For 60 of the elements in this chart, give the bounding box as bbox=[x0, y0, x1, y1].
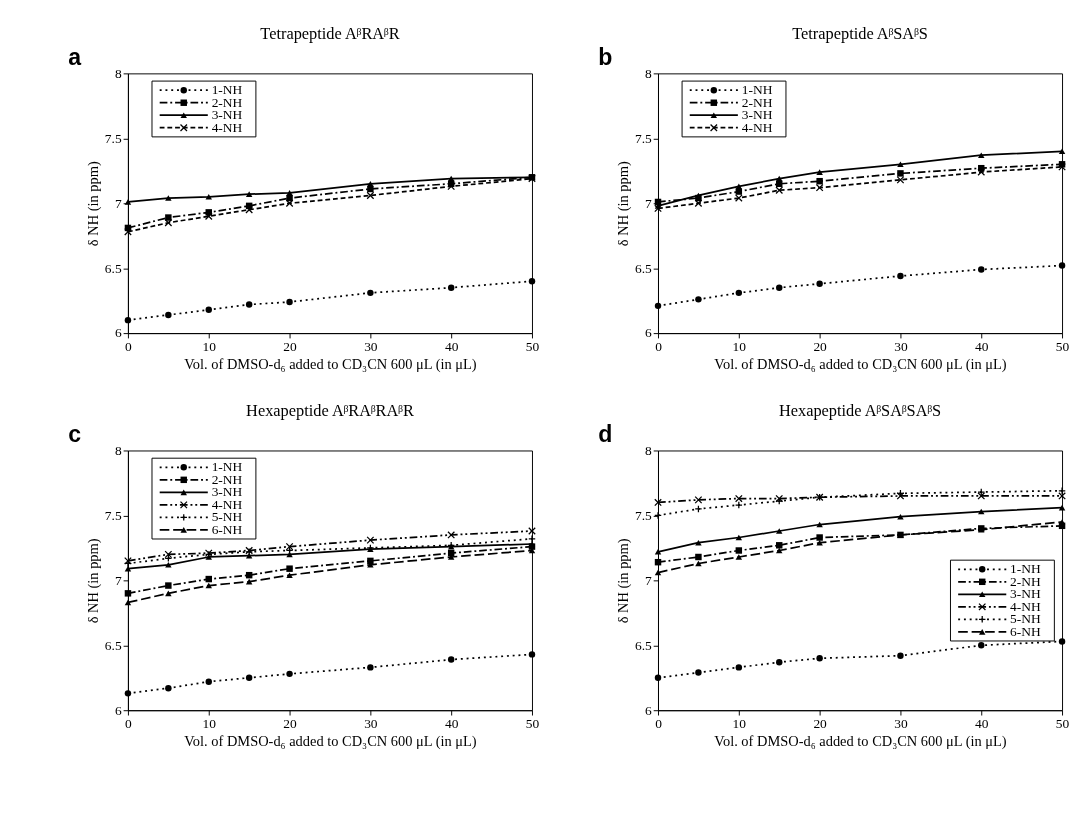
y-tick-label: 6.5 bbox=[104, 637, 122, 653]
x-tick-label: 40 bbox=[975, 716, 989, 732]
chart-title: Tetrapeptide AᵝRAᵝR bbox=[260, 23, 400, 43]
x-tick-label: 30 bbox=[894, 716, 908, 732]
y-tick-label: 6 bbox=[645, 325, 653, 341]
text: d bbox=[598, 420, 613, 447]
x-tick-label: 40 bbox=[444, 338, 459, 354]
y-tick-label: 8 bbox=[645, 442, 653, 458]
y-tick-label: 7 bbox=[645, 572, 653, 588]
y-tick-label: 6 bbox=[114, 702, 122, 718]
text: b bbox=[598, 43, 613, 70]
text: c bbox=[68, 420, 82, 447]
y-axis-title: δ NH (in ppm) bbox=[615, 161, 633, 247]
text: a bbox=[68, 43, 82, 70]
x-tick-label: 10 bbox=[732, 338, 747, 354]
y-tick-label: 7 bbox=[114, 572, 122, 588]
x-axis-title: Vol. of DMSO-d₆ added to CD₃CN 600 μL (in μL) bbox=[714, 356, 1007, 374]
y-tick-label: 8 bbox=[114, 65, 122, 81]
x-tick-label: 30 bbox=[364, 716, 378, 732]
x-tick-label: 20 bbox=[283, 716, 298, 732]
x-axis-title: Vol. of DMSO-d₆ added to CD₃CN 600 μL (in μL) bbox=[714, 733, 1007, 751]
y-axis-title: δ NH (in ppm) bbox=[85, 538, 103, 624]
y-tick-label: 6.5 bbox=[634, 637, 653, 653]
x-tick-label: 0 bbox=[125, 338, 133, 354]
x-tick-label: 20 bbox=[813, 716, 828, 732]
y-tick-label: 8 bbox=[114, 442, 122, 458]
y-axis-title: δ NH (in ppm) bbox=[615, 538, 633, 624]
x-tick-label: 50 bbox=[1055, 716, 1070, 732]
x-tick-label: 0 bbox=[655, 716, 663, 732]
x-tick-label: 20 bbox=[813, 338, 828, 354]
x-tick-label: 20 bbox=[283, 338, 298, 354]
y-tick-label: 6.5 bbox=[104, 260, 122, 276]
y-tick-label: 7.5 bbox=[104, 130, 122, 146]
x-tick-label: 30 bbox=[364, 338, 378, 354]
y-tick-label: 7.5 bbox=[634, 507, 653, 523]
y-axis-title: δ NH (in ppm) bbox=[85, 161, 103, 247]
y-tick-label: 7 bbox=[645, 195, 653, 211]
chart-title: Hexapeptide AᵝRAᵝRAᵝR bbox=[246, 400, 414, 420]
x-tick-label: 50 bbox=[525, 716, 540, 732]
y-tick-label: 6 bbox=[114, 325, 122, 341]
y-tick-label: 6.5 bbox=[634, 260, 653, 276]
y-tick-label: 6 bbox=[645, 702, 653, 718]
x-tick-label: 10 bbox=[202, 338, 217, 354]
y-tick-label: 7 bbox=[114, 195, 122, 211]
y-tick-label: 7.5 bbox=[634, 130, 653, 146]
x-tick-label: 0 bbox=[655, 338, 663, 354]
x-tick-label: 40 bbox=[975, 338, 989, 354]
x-tick-label: 50 bbox=[525, 338, 540, 354]
x-axis-title: Vol. of DMSO-d₆ added to CD₃CN 600 μL (in μL) bbox=[184, 356, 477, 374]
x-tick-label: 10 bbox=[202, 716, 217, 732]
chart-title: Tetrapeptide AᵝSAᵝS bbox=[792, 23, 928, 43]
x-tick-label: 50 bbox=[1055, 338, 1070, 354]
y-tick-label: 8 bbox=[645, 65, 653, 81]
chart-title: Hexapeptide AᵝSAᵝSAᵝS bbox=[778, 400, 942, 420]
x-tick-label: 30 bbox=[894, 338, 908, 354]
x-axis-title: Vol. of DMSO-d₆ added to CD₃CN 600 μL (in μL) bbox=[184, 733, 477, 751]
x-tick-label: 0 bbox=[125, 716, 133, 732]
x-tick-label: 10 bbox=[732, 716, 747, 732]
y-tick-label: 7.5 bbox=[104, 507, 122, 523]
x-tick-label: 40 bbox=[444, 716, 459, 732]
